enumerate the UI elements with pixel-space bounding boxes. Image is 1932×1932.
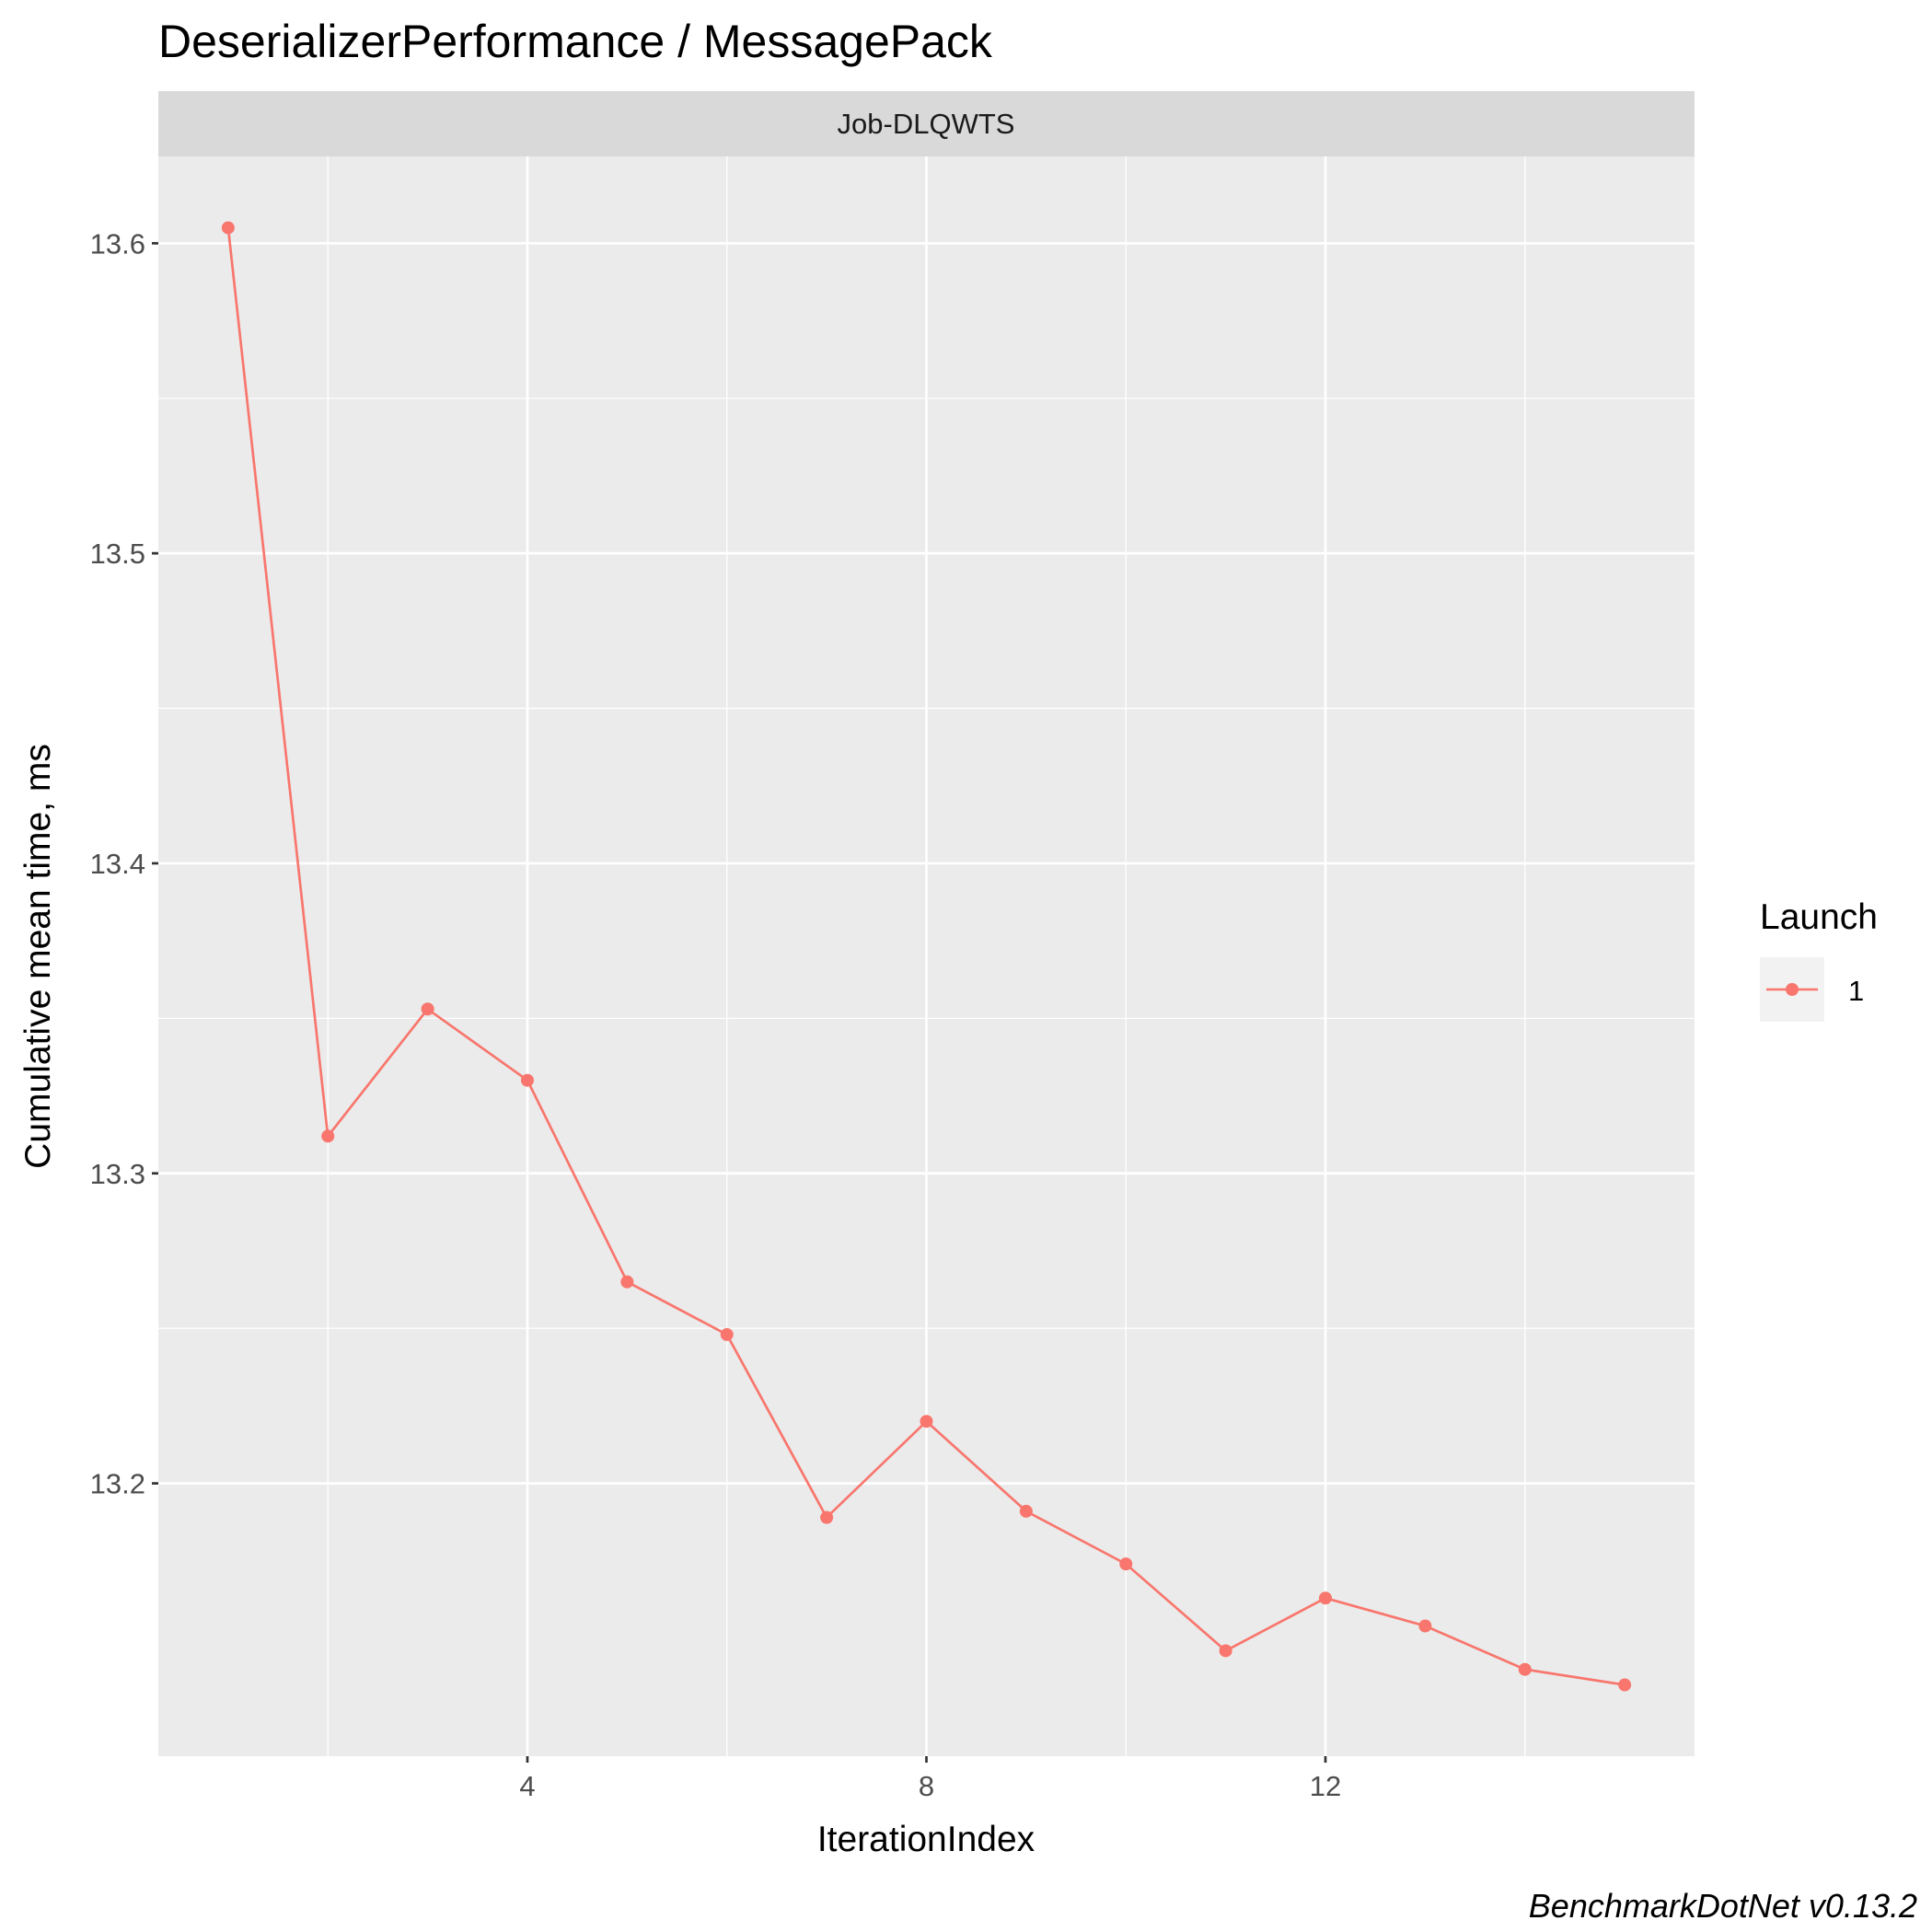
data-point — [1618, 1678, 1632, 1692]
data-point — [1019, 1504, 1033, 1518]
data-point — [520, 1073, 534, 1087]
data-point — [620, 1275, 634, 1289]
chart-title: DeserializerPerformance / MessagePack — [158, 16, 993, 67]
caption: BenchmarkDotNet v0.13.2 — [1529, 1887, 1917, 1925]
series-layer — [221, 221, 1632, 1692]
data-point — [1119, 1557, 1133, 1571]
data-point — [421, 1002, 434, 1016]
y-axis-title: Cumulative mean time, ms — [18, 744, 58, 1169]
data-point — [321, 1129, 335, 1143]
y-axis-ticks: 13.2 13.3 13.4 13.5 13.6 — [90, 227, 158, 1500]
legend-key-point — [1786, 983, 1799, 996]
data-point — [1418, 1619, 1432, 1633]
data-point — [1319, 1591, 1333, 1605]
x-tick-label: 8 — [919, 1770, 934, 1802]
data-point — [221, 221, 235, 235]
data-point — [1518, 1662, 1532, 1676]
x-tick-label: 12 — [1310, 1770, 1341, 1802]
y-tick-label: 13.2 — [90, 1468, 145, 1500]
legend-title: Launch — [1760, 897, 1878, 937]
x-axis-title: IterationIndex — [817, 1820, 1035, 1859]
facet-strip — [158, 91, 1695, 156]
facet-label: Job-DLQWTS — [838, 108, 1015, 140]
data-point — [820, 1510, 834, 1524]
x-axis-ticks: 4 8 12 — [519, 1756, 1341, 1802]
data-point — [720, 1327, 734, 1341]
data-point — [920, 1415, 933, 1429]
y-tick-label: 13.4 — [90, 848, 145, 880]
legend: Launch 1 — [1760, 897, 1878, 1022]
data-point — [1219, 1644, 1232, 1658]
y-tick-label: 13.3 — [90, 1158, 145, 1190]
legend-label: 1 — [1848, 975, 1864, 1007]
y-tick-label: 13.5 — [90, 538, 145, 570]
y-tick-label: 13.6 — [90, 227, 145, 260]
x-tick-label: 4 — [519, 1770, 535, 1802]
grid-major — [158, 156, 1695, 1756]
